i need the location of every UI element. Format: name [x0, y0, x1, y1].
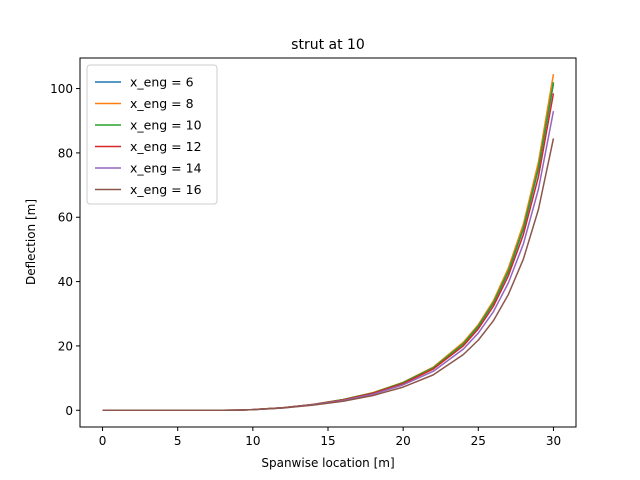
y-tick-label: 40 — [58, 275, 73, 289]
y-tick-label: 0 — [65, 404, 73, 418]
series-line-5 — [102, 138, 555, 412]
x-tick-label: 15 — [320, 434, 335, 448]
y-axis-label: Deflection [m] — [24, 199, 38, 285]
y-tick-label: 60 — [58, 211, 73, 225]
legend-label-2: x_eng = 10 — [130, 118, 202, 133]
x-tick-label: 30 — [546, 434, 561, 448]
plot-area — [102, 73, 555, 412]
x-tick-label: 5 — [174, 434, 182, 448]
legend-label-0: x_eng = 6 — [130, 75, 194, 90]
x-tick-label: 25 — [471, 434, 486, 448]
x-axis: 0 5 10 15 20 25 30 — [99, 427, 561, 448]
legend: x_eng = 6 x_eng = 8 x_eng = 10 x_eng = 12 x_… — [86, 64, 218, 205]
x-axis-label: Spanwise location [m] — [261, 456, 394, 470]
x-tick-label: 0 — [99, 434, 107, 448]
legend-label-4: x_eng = 14 — [130, 161, 202, 176]
y-axis: 0 20 40 60 80 100 — [50, 82, 80, 418]
y-tick-label: 100 — [50, 82, 73, 96]
x-tick-label: 20 — [396, 434, 411, 448]
legend-label-3: x_eng = 12 — [130, 139, 202, 154]
x-tick-label: 10 — [245, 434, 260, 448]
legend-label-1: x_eng = 8 — [130, 96, 194, 111]
y-tick-label: 80 — [58, 146, 73, 160]
legend-box — [86, 64, 218, 205]
chart-title: strut at 10 — [291, 37, 365, 53]
y-tick-label: 20 — [58, 339, 73, 353]
legend-label-5: x_eng = 16 — [130, 182, 202, 197]
